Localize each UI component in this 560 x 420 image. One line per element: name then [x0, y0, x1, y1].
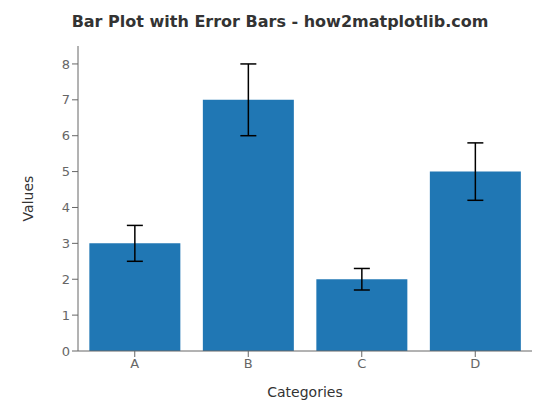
svg-text:4: 4 — [62, 200, 70, 215]
svg-text:7: 7 — [62, 92, 70, 107]
svg-text:3: 3 — [62, 236, 70, 251]
svg-text:C: C — [357, 356, 366, 371]
svg-text:5: 5 — [62, 164, 70, 179]
html-text:Bar Plot with Error Bars - how: Bar Plot with Error Bars - how2matplotli… — [71, 12, 489, 31]
svg-text:6: 6 — [62, 128, 70, 143]
svg-text:D: D — [470, 356, 480, 371]
svg-text:Values: Values — [20, 176, 36, 222]
svg-text:0: 0 — [62, 344, 70, 359]
svg-text:8: 8 — [62, 57, 70, 72]
svg-text:1: 1 — [62, 308, 70, 323]
svg-text:B: B — [244, 356, 253, 371]
svg-text:Categories: Categories — [267, 384, 342, 400]
svg-text:2: 2 — [62, 272, 70, 287]
svg-text:A: A — [130, 356, 139, 371]
